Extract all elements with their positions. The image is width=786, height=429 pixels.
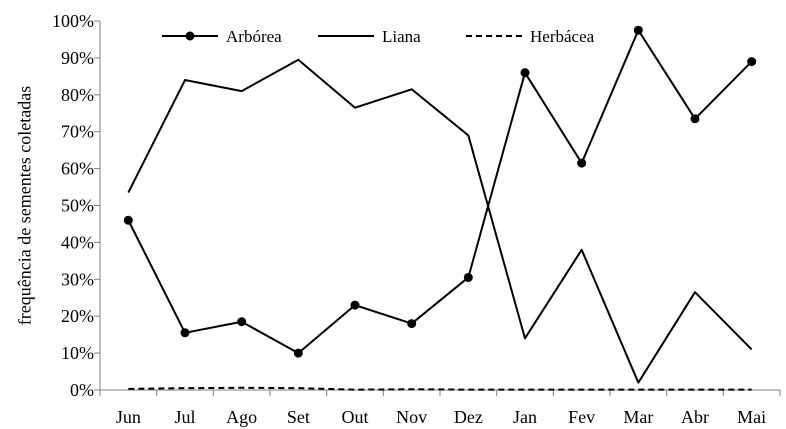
data-point <box>237 317 247 327</box>
y-tick-label: 100% <box>52 11 94 31</box>
data-point <box>123 215 133 225</box>
y-tick-label: 40% <box>61 232 94 252</box>
y-tick-label: 10% <box>61 343 94 363</box>
series-group <box>123 25 757 391</box>
data-point <box>180 328 190 338</box>
series-line-1 <box>127 29 753 355</box>
legend: Arbórea Liana Herbácea <box>162 27 595 46</box>
y-axis: 0% 10% 20% 30% 40% 50% 60% 70% 80% 90% 100% <box>52 11 101 400</box>
x-tick-label: Nov <box>396 407 427 427</box>
x-tick-label: Mai <box>737 407 766 427</box>
x-tick-label: Dez <box>454 407 483 427</box>
series-line-3 <box>128 386 752 391</box>
data-point <box>747 57 757 67</box>
data-point <box>407 319 417 329</box>
series-line-2 <box>127 58 753 384</box>
x-tick-label: Mar <box>623 407 653 427</box>
y-tick-label: 70% <box>61 122 94 142</box>
data-point <box>690 114 700 124</box>
legend-label: Arbórea <box>226 27 282 46</box>
data-point <box>520 68 530 78</box>
x-tick-label: Set <box>287 407 310 427</box>
data-point <box>577 158 587 168</box>
y-tick-label: 50% <box>61 196 94 216</box>
y-tick-label: 80% <box>61 85 94 105</box>
legend-swatch-marker <box>185 31 195 41</box>
y-tick-label: 90% <box>61 48 94 68</box>
x-tick-label: Ago <box>226 407 257 427</box>
x-tick-label: Fev <box>568 407 595 427</box>
x-tick-label: Abr <box>681 407 709 427</box>
data-point <box>633 25 643 35</box>
x-tick-label: Out <box>342 407 369 427</box>
x-tick-label: Jan <box>513 407 537 427</box>
data-point <box>350 300 360 310</box>
y-tick-label: 30% <box>61 269 94 289</box>
x-axis: Jun Jul Ago Set Out Nov Dez Jan Fev Mar Abr Mai <box>99 389 781 427</box>
y-tick-label: 0% <box>70 380 94 400</box>
y-tick-label: 20% <box>61 306 94 326</box>
legend-label: Herbácea <box>530 27 595 46</box>
x-tick-label: Jul <box>174 407 195 427</box>
data-point <box>463 272 473 282</box>
y-axis-title: frequência de sementes coletadas <box>14 86 34 325</box>
y-tick-label: 60% <box>61 159 94 179</box>
data-point <box>293 348 303 358</box>
legend-label: Liana <box>382 27 421 46</box>
x-tick-label: Jun <box>116 407 141 427</box>
